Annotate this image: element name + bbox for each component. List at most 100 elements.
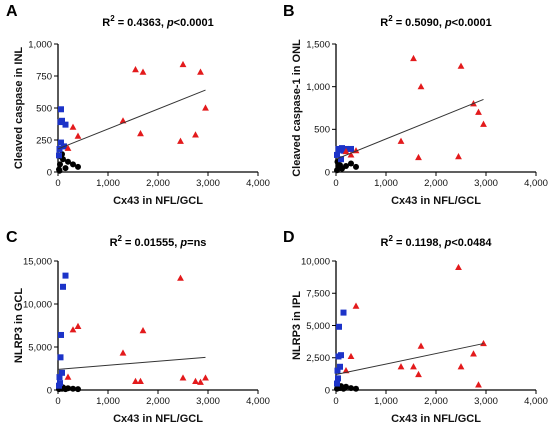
data-point-circle xyxy=(56,167,63,174)
data-point-square xyxy=(58,331,64,338)
title-value: = 0.1198, xyxy=(393,237,445,249)
panel-d: D R2 = 0.1198, p<0.0484 0 1,000 2,000 3,000 4,… xyxy=(283,229,548,425)
x-axis-title: Cx43 in NFL/GCL xyxy=(391,413,481,425)
data-point-triangle xyxy=(64,144,72,151)
x-tick-label: 0 xyxy=(55,178,60,189)
data-point-triangle xyxy=(457,363,465,370)
panel-b: B R2 = 0.5090, p<0.0001 0 1,000 2,000 3,000 4,… xyxy=(283,3,548,207)
data-point-triangle xyxy=(455,263,462,271)
y-tick-label: 0 xyxy=(47,385,52,396)
data-point-triangle xyxy=(410,363,417,370)
data-point-square xyxy=(57,354,64,361)
data-point-triangle xyxy=(69,123,77,130)
y-tick-label: 7,500 xyxy=(306,289,330,300)
data-point-circle xyxy=(75,163,81,170)
data-point-square xyxy=(337,363,343,370)
data-point-triangle xyxy=(69,326,77,333)
data-point-triangle xyxy=(139,68,147,75)
data-point-square xyxy=(60,283,66,290)
data-point-triangle xyxy=(352,302,360,309)
title-r: R xyxy=(110,237,118,249)
x-tick-label: 2,000 xyxy=(424,178,448,189)
y-tick-label: 500 xyxy=(36,103,52,114)
data-point-triangle xyxy=(64,373,72,380)
data-point-triangle xyxy=(397,137,405,144)
y-tick-label: 15,000 xyxy=(23,256,52,267)
title-p-symbol: p xyxy=(444,237,452,249)
y-axis-title: Cleaved caspase-1 in ONL xyxy=(291,39,303,177)
panel-a: A R2 = 0.4363, p<0.0001 0 1,000 2,000 3,000 4,… xyxy=(6,3,270,207)
title-r: R xyxy=(102,17,110,29)
panel-letter: A xyxy=(6,3,18,20)
data-point-circle xyxy=(70,161,76,168)
y-tick-label: 10,000 xyxy=(23,299,52,310)
data-point-triangle xyxy=(202,374,209,381)
data-point-triangle xyxy=(410,54,417,62)
y-axis-title: Cleaved caspase in INL xyxy=(13,47,25,170)
panel-letter: B xyxy=(283,3,295,20)
data-point-triangle xyxy=(197,68,204,75)
x-tick-label: 3,000 xyxy=(196,396,220,407)
data-point-triangle xyxy=(139,327,147,334)
y-tick-label: 1,000 xyxy=(306,82,330,93)
x-tick-label: 0 xyxy=(333,178,338,189)
regression-line xyxy=(335,99,484,160)
data-point-circle xyxy=(75,386,81,393)
data-point-circle xyxy=(343,163,349,170)
data-point-circle xyxy=(353,385,359,392)
title-value: = 0.01555, xyxy=(122,237,180,249)
data-point-triangle xyxy=(397,363,405,370)
y-tick-label: 1,500 xyxy=(306,39,330,50)
x-axis-title: Cx43 in NFL/GCL xyxy=(113,413,203,425)
data-point-triangle xyxy=(415,370,422,378)
data-point-triangle xyxy=(137,130,144,137)
title-superscript: 2 xyxy=(389,234,394,243)
x-tick-label: 0 xyxy=(333,396,338,407)
data-point-triangle xyxy=(417,83,425,90)
x-tick-label: 1,000 xyxy=(374,396,398,407)
data-point-triangle xyxy=(202,104,209,111)
data-point-square xyxy=(338,352,344,359)
x-tick-label: 3,000 xyxy=(196,178,220,189)
title-p-value: <0.0001 xyxy=(452,17,492,29)
data-point-triangle xyxy=(192,131,199,138)
x-tick-label: 3,000 xyxy=(474,178,498,189)
data-point-triangle xyxy=(132,66,139,73)
y-axis-title: NLRP3 in IPL xyxy=(291,291,303,360)
x-tick-label: 0 xyxy=(55,396,60,407)
data-point-circle xyxy=(353,163,359,170)
x-tick-label: 4,000 xyxy=(246,396,270,407)
data-point-triangle xyxy=(197,378,204,385)
data-point-circle xyxy=(348,385,354,392)
data-point-triangle xyxy=(457,62,465,69)
y-axis-title: NLRP3 in GCL xyxy=(13,288,25,363)
data-point-circle xyxy=(348,160,354,167)
x-tick-label: 2,000 xyxy=(424,396,448,407)
data-point-circle xyxy=(65,385,71,392)
x-tick-label: 3,000 xyxy=(474,396,498,407)
data-point-square xyxy=(58,139,64,146)
data-point-square xyxy=(59,117,65,124)
data-point-square xyxy=(334,151,340,158)
panel-title: R2 = 0.01555, p=ns xyxy=(110,234,207,249)
data-point-triangle xyxy=(417,342,425,349)
data-point-triangle xyxy=(347,151,355,158)
data-point-square xyxy=(56,145,63,152)
data-point-triangle xyxy=(475,108,482,115)
y-tick-label: 500 xyxy=(314,125,330,136)
y-tick-label: 10,000 xyxy=(301,256,330,267)
data-point-triangle xyxy=(192,377,199,384)
panel-letter: C xyxy=(6,229,18,246)
title-p-symbol: p xyxy=(444,17,452,29)
data-point-triangle xyxy=(74,322,82,329)
data-point-triangle xyxy=(470,350,477,357)
data-point-square xyxy=(56,374,63,381)
y-tick-label: 0 xyxy=(47,167,52,178)
title-p-value: =ns xyxy=(187,237,206,249)
x-tick-label: 4,000 xyxy=(524,178,548,189)
title-p-value: <0.0484 xyxy=(451,237,492,249)
y-tick-label: 5,000 xyxy=(28,342,52,353)
data-point-triangle xyxy=(475,381,482,388)
data-point-triangle xyxy=(415,153,422,161)
